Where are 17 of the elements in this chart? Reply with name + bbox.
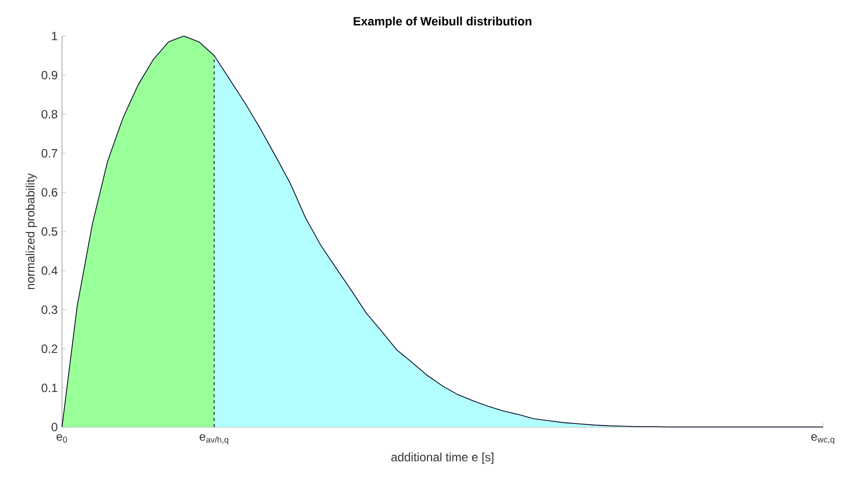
y-tick-label: 0.9 (42, 70, 58, 80)
y-tick-label: 0.2 (42, 344, 58, 354)
y-tick-label: 0 (52, 422, 58, 432)
y-tick-label: 0.5 (42, 227, 58, 236)
x-tick-label: e$_{av/h,q}$ (200, 434, 228, 444)
chart-title: Example of Weibull distribution (354, 16, 532, 28)
y-tick-label: 1 (52, 32, 58, 40)
x-axis-title: additional time e [s] (391, 452, 494, 464)
x-tick-label: e$_{wc,q}$ (811, 434, 834, 444)
y-tick-label: 0.1 (42, 384, 58, 392)
y-tick-label: 0.8 (42, 110, 58, 118)
y-tick-label: 0.7 (42, 149, 58, 158)
y-axis-title: normalized probability (26, 173, 37, 290)
y-tick-label: 0.3 (42, 305, 58, 314)
y-tick-label: 0.4 (42, 266, 58, 275)
y-tick-label: 0.6 (42, 188, 58, 197)
x-tick-label: e$_{0}$ (56, 434, 68, 443)
